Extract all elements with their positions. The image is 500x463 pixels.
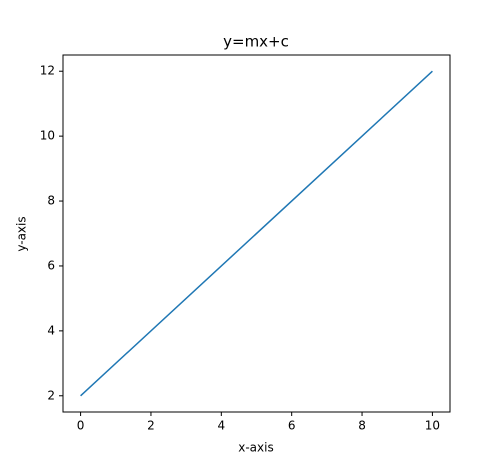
x-tick-label: 10 [425,419,440,433]
line-series [80,70,433,397]
y-axis-label: y-axis [15,216,29,251]
y-tick-label: 12 [40,64,55,78]
y-tick-label: 2 [47,388,55,402]
y-tick-label: 8 [47,194,55,208]
x-tick-label: 2 [147,419,155,433]
x-tick-label: 0 [77,419,85,433]
y-tick-label: 4 [47,323,55,337]
x-tick-label: 4 [217,419,225,433]
x-tick-label: 6 [288,419,296,433]
x-tick-label: 8 [358,419,366,433]
chart-title: y=mx+c [223,33,289,51]
plot-frame [62,54,451,413]
x-axis-label: x-axis [238,441,273,455]
y-tick-label: 10 [40,129,55,143]
y-tick-label: 6 [47,258,55,272]
